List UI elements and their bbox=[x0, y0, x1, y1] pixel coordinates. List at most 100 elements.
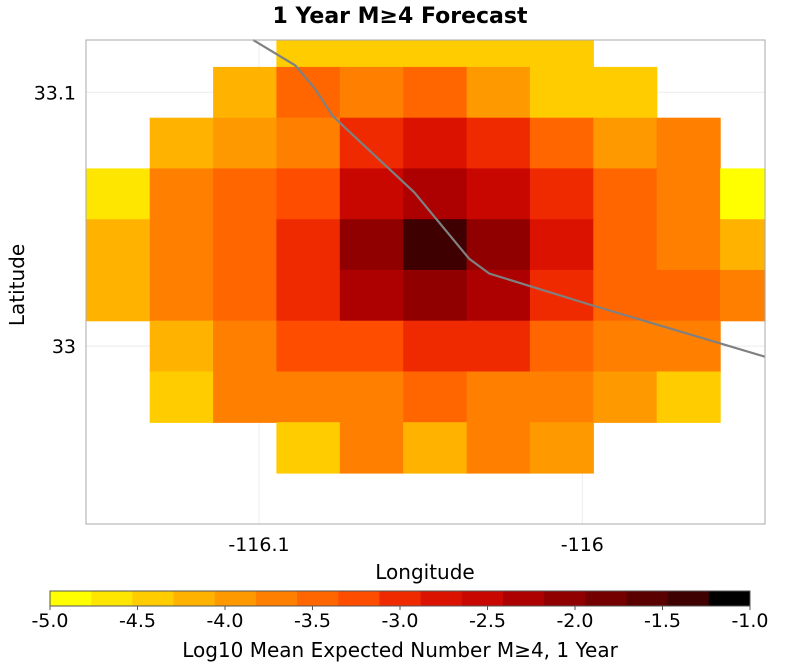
heatmap-cell bbox=[339, 168, 404, 220]
colorbar-swatch bbox=[626, 591, 669, 606]
colorbar-swatch bbox=[502, 591, 545, 606]
heatmap-cell bbox=[466, 66, 531, 119]
heatmap-cell bbox=[213, 371, 278, 423]
heatmap-cell bbox=[276, 422, 341, 474]
heatmap-cell bbox=[213, 269, 278, 322]
heatmap-cell bbox=[403, 40, 468, 68]
heatmap-cell bbox=[529, 422, 594, 474]
y-tick-label-0: 33.1 bbox=[34, 82, 76, 104]
heatmap-cell bbox=[656, 269, 721, 322]
fault-line bbox=[252, 39, 766, 358]
heatmap-cell bbox=[656, 117, 721, 170]
heatmap-cell bbox=[403, 320, 468, 373]
colorbar-swatch bbox=[544, 591, 586, 606]
heatmap-cell bbox=[593, 320, 658, 373]
heatmap-cell bbox=[656, 219, 721, 271]
heatmap-cell bbox=[720, 168, 766, 220]
heatmap-cell bbox=[339, 422, 404, 474]
heatmap-cell bbox=[403, 66, 468, 119]
heatmap-cell bbox=[149, 320, 214, 373]
heatmap-cell bbox=[529, 117, 594, 170]
y-axis-label: Latitude bbox=[5, 244, 29, 326]
heatmap-cell bbox=[593, 117, 658, 170]
heatmap-cell bbox=[276, 117, 341, 170]
colorbar-swatch bbox=[255, 591, 298, 606]
heatmap-cell bbox=[149, 168, 214, 220]
heatmap-cell bbox=[149, 117, 214, 170]
heatmap-cell bbox=[86, 219, 151, 271]
heatmap-cell bbox=[276, 320, 341, 373]
heatmap-cell bbox=[529, 168, 594, 220]
heatmap-cell bbox=[466, 269, 531, 322]
heatmap-cell bbox=[656, 168, 721, 220]
chart-title: 1 Year M≥4 Forecast bbox=[273, 4, 528, 29]
heatmap-cell bbox=[403, 168, 468, 220]
heatmap-cell bbox=[213, 117, 278, 170]
colorbar-swatch bbox=[585, 591, 627, 606]
heatmap-cells bbox=[86, 40, 766, 474]
heatmap-cell bbox=[466, 422, 531, 474]
y-tick-label-1: 33 bbox=[52, 336, 76, 358]
heatmap-cell bbox=[339, 66, 404, 119]
heatmap-cell bbox=[466, 117, 531, 170]
x-tick-label-1: -116 bbox=[561, 534, 604, 556]
heatmap-cell bbox=[86, 269, 151, 322]
colorbar-swatch bbox=[708, 591, 751, 606]
heatmap-cell bbox=[466, 168, 531, 220]
heatmap-cell bbox=[593, 66, 658, 119]
heatmap-cell bbox=[339, 219, 404, 271]
colorbar-swatch bbox=[667, 591, 710, 606]
colorbar-swatch bbox=[214, 591, 257, 606]
heatmap-cell bbox=[403, 422, 468, 474]
heatmap-cell bbox=[213, 219, 278, 271]
heatmap-cell bbox=[149, 269, 214, 322]
heatmap-cell bbox=[339, 269, 404, 322]
colorbar-swatch bbox=[461, 591, 504, 606]
colorbar-swatch bbox=[420, 591, 463, 606]
heatmap-cell bbox=[339, 371, 404, 423]
heatmap-cell bbox=[593, 219, 658, 271]
colorbar bbox=[49, 590, 751, 607]
heatmap-cell bbox=[529, 40, 594, 68]
colorbar-tick-label-5: -2.5 bbox=[469, 610, 506, 632]
heatmap-cell bbox=[403, 371, 468, 423]
colorbar-tick-label-4: -3.0 bbox=[381, 610, 418, 632]
heatmap-cell bbox=[720, 219, 766, 271]
colorbar-swatch bbox=[50, 591, 92, 606]
heatmap-cell bbox=[276, 168, 341, 220]
y-tick-labels: 33.1 33 bbox=[34, 82, 76, 358]
colorbar-swatch bbox=[338, 591, 380, 606]
x-axis-label: Longitude bbox=[375, 560, 474, 584]
heatmap-cell bbox=[529, 66, 594, 119]
heatmap-cell bbox=[593, 371, 658, 423]
heatmap-cell bbox=[466, 219, 531, 271]
heatmap-cell bbox=[403, 269, 468, 322]
heatmap-cell bbox=[529, 371, 594, 423]
heatmap-cell bbox=[339, 320, 404, 373]
heatmap-cell bbox=[339, 117, 404, 170]
colorbar-tick-label-0: -5.0 bbox=[31, 610, 68, 632]
colorbar-tick-label-7: -1.5 bbox=[644, 610, 681, 632]
colorbar-tick-label-3: -3.5 bbox=[294, 610, 331, 632]
heatmap-cell bbox=[213, 66, 278, 119]
colorbar-swatch bbox=[91, 591, 133, 606]
heatmap-cell bbox=[466, 40, 531, 68]
colorbar-swatch bbox=[297, 591, 339, 606]
heatmap-cell bbox=[276, 371, 341, 423]
x-tick-labels: -116.1 -116 bbox=[228, 534, 604, 556]
heatmap-cell bbox=[276, 66, 341, 119]
heatmap-cell bbox=[213, 168, 278, 220]
heatmap-cell bbox=[593, 168, 658, 220]
colorbar-swatch bbox=[379, 591, 422, 606]
heatmap-cell bbox=[276, 269, 341, 322]
heatmap-cell bbox=[466, 320, 531, 373]
x-tick-label-0: -116.1 bbox=[228, 534, 289, 556]
colorbar-tick-label-1: -4.5 bbox=[119, 610, 156, 632]
heatmap-cell bbox=[466, 371, 531, 423]
colorbar-tick-label-2: -4.0 bbox=[206, 610, 243, 632]
colorbar-tick-labels: -5.0 -4.5 -4.0 -3.5 -3.0 -2.5 -2.0 -1.5 -1.0 bbox=[31, 606, 769, 632]
heatmap-cell bbox=[529, 320, 594, 373]
plot-frame bbox=[85, 39, 766, 525]
heatmap-cell bbox=[656, 371, 721, 423]
heatmap-cell bbox=[86, 168, 151, 220]
